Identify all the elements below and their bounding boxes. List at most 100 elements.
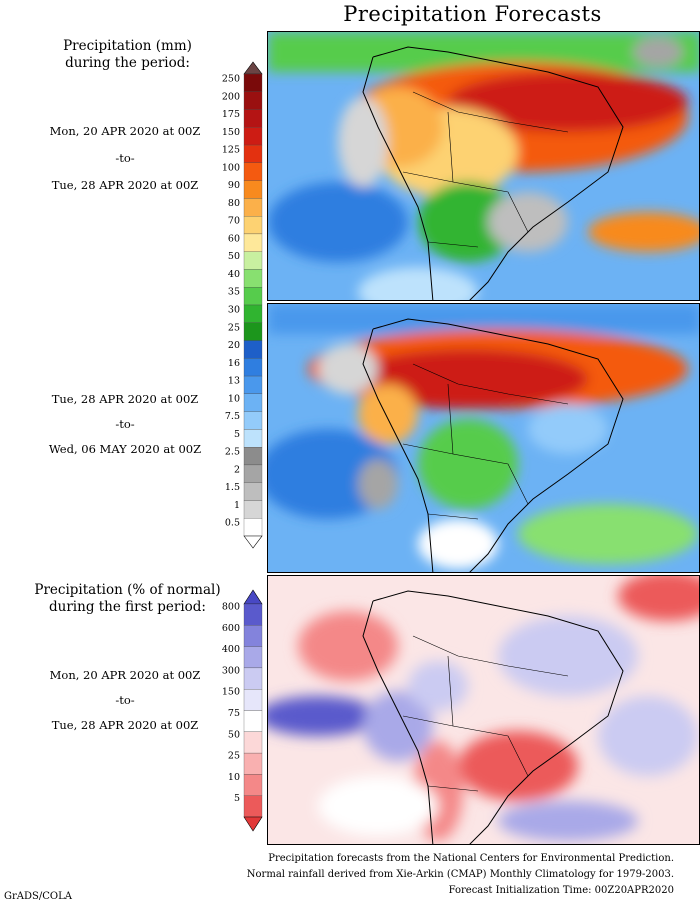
colorbar-tick-label: 2.5: [225, 447, 240, 458]
colorbar-tick-label: 20: [228, 340, 240, 351]
panel3-heading-line2: during the first period:: [49, 599, 206, 615]
colorbar-tick-label: 25: [228, 322, 240, 333]
pct-field-blobs: [268, 576, 699, 841]
colorbar-segment: [243, 411, 263, 430]
colorbar-segment: [243, 198, 263, 217]
colorbar-tick-label: 90: [228, 180, 240, 191]
colorbar-segment: [243, 731, 263, 754]
colorbar-segment: [243, 144, 263, 163]
colorbar-segment: [243, 216, 263, 235]
colorbar-segment: [243, 447, 263, 466]
colorbar-tick-label: 2: [234, 464, 240, 475]
colorbar-segment: [243, 109, 263, 128]
colorbar-tick-label: 7.5: [225, 411, 240, 422]
panel3-to: -to-: [115, 693, 135, 707]
panel1-heading-line1: Precipitation (mm): [63, 38, 192, 54]
colorbar-tick-label: 10: [228, 393, 240, 404]
grads-credit: GrADS/COLA: [4, 891, 72, 902]
colorbar-tick-label: 35: [228, 287, 240, 298]
precip-map-period1: [267, 31, 700, 301]
panel1-period: Mon, 20 APR 2020 at 00Z -to- Tue, 28 APR…: [20, 124, 230, 193]
precip-colorbar-graphic: 2502001751501251009080706050403530252016…: [222, 61, 263, 549]
footer-notes: Precipitation forecasts from the Nationa…: [247, 851, 674, 899]
colorbar-segment: [243, 375, 263, 394]
colorbar-tick-label: 0.5: [225, 518, 240, 529]
footer-line1: Precipitation forecasts from the Nationa…: [268, 853, 674, 864]
colorbar-tick-label: 600: [222, 623, 240, 634]
colorbar-tick-label: 80: [228, 198, 240, 209]
colorbar-segment: [243, 667, 263, 690]
footer-line3: Forecast Initialization Time: 00Z20APR20…: [448, 885, 674, 896]
pct-colorbar: 800 600 400 300 150 75 50 25 10 5: [200, 588, 270, 833]
colorbar-segment: [243, 752, 263, 775]
colorbar-tick-label: 250: [222, 74, 240, 85]
colorbar-tick-label: 200: [222, 91, 240, 102]
pct-colorbar-graphic: 800 600 400 300 150 75 50 25 10 5: [222, 589, 263, 832]
panel3-period: Mon, 20 APR 2020 at 00Z -to- Tue, 28 APR…: [20, 668, 230, 733]
colorbar-segment: [243, 482, 263, 501]
colorbar-segment: [243, 73, 263, 92]
panel1-heading: Precipitation (mm) during the period:: [10, 38, 245, 72]
colorbar-tick-label: 30: [228, 305, 240, 316]
colorbar-segment: [243, 464, 263, 483]
colorbar-segment: [243, 358, 263, 377]
panel3-end-date: Tue, 28 APR 2020 at 00Z: [51, 718, 199, 732]
colorbar-segment: [243, 500, 263, 519]
colorbar-segment: [243, 774, 263, 796]
colorbar-segment: [243, 180, 263, 199]
colorbar-segment: [243, 233, 263, 252]
panel3-heading-line1: Precipitation (% of normal): [34, 582, 221, 598]
colorbar-tick-label: 13: [228, 376, 240, 387]
colorbar-segment: [243, 127, 263, 146]
panel1-to: -to-: [115, 151, 135, 165]
panel3-start-date: Mon, 20 APR 2020 at 00Z: [49, 668, 201, 682]
precip-map-period2: [267, 303, 700, 573]
colorbar-tick-label: 300: [222, 665, 240, 676]
colorbar-tick-label: 150: [222, 687, 240, 698]
precip-colorbar: 250 200 175 150 125 100 90 80 70 60 50 40 35 30 25 20 16…: [200, 60, 270, 550]
colorbar-segment: [243, 795, 263, 818]
panel1-end-date: Tue, 28 APR 2020 at 00Z: [51, 178, 199, 192]
colorbar-bottom-arrow: [243, 816, 263, 832]
precip-map-period2-graphic: [268, 304, 699, 572]
colorbar-segment: [243, 518, 263, 537]
colorbar-segment: [243, 710, 263, 732]
colorbar-top-arrow: [243, 589, 263, 605]
panel2-to: -to-: [115, 417, 135, 431]
panel1-heading-line2: during the period:: [65, 55, 190, 71]
colorbar-tick-label: 40: [228, 269, 240, 280]
colorbar-tick-label: 75: [228, 708, 240, 719]
colorbar-segment: [243, 304, 263, 323]
colorbar-tick-label: 175: [222, 109, 240, 120]
borders: [402, 91, 569, 248]
colorbar-tick-label: 400: [222, 644, 240, 655]
colorbar-tick-label: 100: [222, 162, 240, 173]
page-title: Precipitation Forecasts: [343, 2, 602, 26]
colorbar-tick-label: 50: [228, 729, 240, 740]
colorbar-segment: [243, 322, 263, 341]
colorbar-tick-label: 70: [228, 216, 240, 227]
borders: [402, 635, 569, 792]
colorbar-tick-label: 1: [234, 500, 240, 511]
colorbar-tick-label: 16: [228, 358, 240, 369]
colorbar-tick-label: 5: [234, 793, 240, 804]
colorbar-segment: [243, 340, 263, 359]
panel2-period: Tue, 28 APR 2020 at 00Z -to- Wed, 06 MAY…: [20, 392, 230, 457]
footer-line2: Normal rainfall derived from Xie-Arkin (…: [246, 869, 674, 880]
colorbar-segment: [243, 91, 263, 110]
pct-normal-map-graphic: [268, 576, 699, 844]
panel2-end-date: Wed, 06 MAY 2020 at 00Z: [48, 442, 202, 456]
colorbar-bottom-arrow: [243, 535, 263, 549]
colorbar-tick-label: 60: [228, 233, 240, 244]
colorbar-top-arrow: [243, 61, 263, 75]
rain-field-blobs: [268, 32, 699, 300]
borders: [402, 363, 569, 520]
colorbar-tick-label: 125: [222, 145, 240, 156]
colorbar-segment: [243, 429, 263, 448]
colorbar-tick-label: 150: [222, 127, 240, 138]
rain-field-blobs: [268, 304, 699, 569]
pct-normal-map: [267, 575, 700, 845]
colorbar-segment: [243, 603, 263, 626]
colorbar-segment: [243, 689, 263, 711]
colorbar-tick-label: 10: [228, 772, 240, 783]
